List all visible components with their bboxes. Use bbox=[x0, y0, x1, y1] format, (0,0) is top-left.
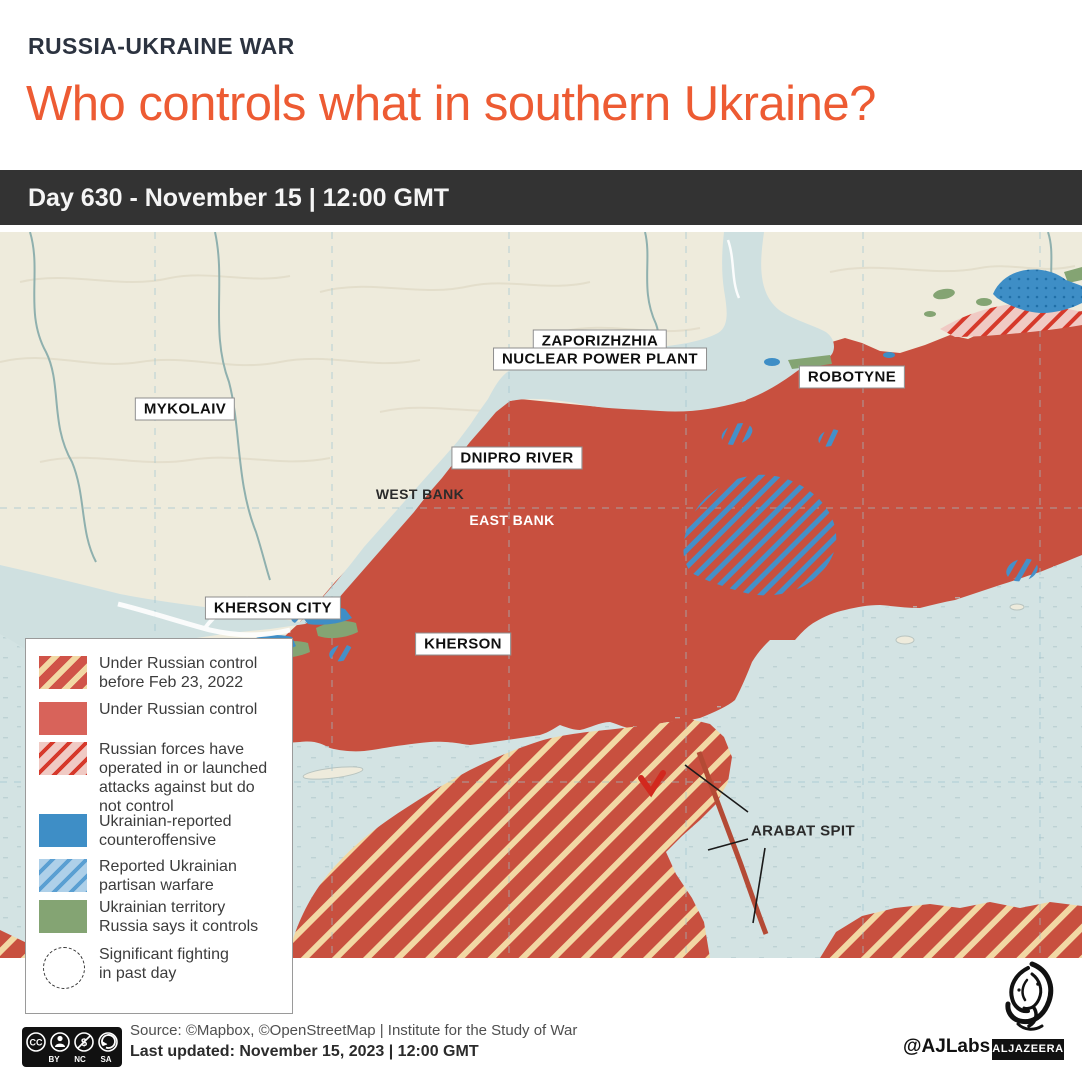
kicker: RUSSIA-UKRAINE WAR bbox=[28, 33, 295, 59]
swatch-dotted-circle bbox=[43, 947, 85, 989]
nc-icon: $ bbox=[77, 1035, 91, 1049]
dnipro-river-water bbox=[0, 232, 834, 673]
pre2022-russian-areas bbox=[0, 719, 1082, 958]
label-kherson-city: KHERSON CITY bbox=[204, 596, 342, 620]
cc-license-badge: CC $ BY NC SA bbox=[22, 1027, 122, 1067]
label-west-bank: WEST BANK bbox=[375, 486, 465, 502]
label-kherson: KHERSON bbox=[415, 632, 511, 656]
arabat-pointer-lines bbox=[684, 764, 766, 924]
svg-text:SA: SA bbox=[100, 1055, 111, 1064]
cc-icon: CC bbox=[30, 1038, 43, 1048]
date-bar-text: Day 630 - November 15 | 12:00 GMT bbox=[28, 184, 450, 212]
legend-label: Ukrainian-reported counteroffensive bbox=[99, 813, 232, 849]
legend-label: Significant fighting in past day bbox=[99, 946, 229, 982]
swatch-solid-green bbox=[39, 900, 87, 933]
label-nuclear-power-plant: NUCLEAR POWER PLANT bbox=[493, 347, 707, 371]
aljazeera-wordmark: ALJAZEERA bbox=[992, 1039, 1064, 1060]
partisan-warfare-areas bbox=[291, 423, 1038, 662]
swatch-hatch-pink bbox=[39, 742, 87, 775]
swatch-solid-red bbox=[39, 702, 87, 735]
label-robotyne: ROBOTYNE bbox=[798, 365, 906, 389]
label-dnipro-river: DNIPRO RIVER bbox=[451, 446, 583, 470]
swatch-hatch-red bbox=[39, 656, 87, 689]
swatch-hatch-blue bbox=[39, 859, 87, 892]
arabat-spit-land bbox=[696, 751, 769, 935]
legend: Under Russian control before Feb 23, 202… bbox=[25, 638, 293, 1014]
by-icon bbox=[55, 1035, 65, 1047]
legend-label: Under Russian control bbox=[99, 701, 258, 718]
svg-text:NC: NC bbox=[74, 1055, 86, 1064]
legend-label: Under Russian control before Feb 23, 202… bbox=[99, 655, 258, 691]
last-updated-line: Last updated: November 15, 2023 | 12:00 … bbox=[130, 1043, 479, 1060]
legend-label: Russian forces have operated in or launc… bbox=[99, 741, 268, 815]
page-title: Who controls what in southern Ukraine? bbox=[26, 77, 876, 131]
aljazeera-logo bbox=[1005, 961, 1054, 1031]
label-mykolaiv: MYKOLAIV bbox=[134, 397, 236, 421]
label-east-bank: EAST BANK bbox=[469, 512, 555, 528]
date-bar: Day 630 - November 15 | 12:00 GMT bbox=[0, 170, 1082, 225]
ajlabs-credit: @AJLabs bbox=[903, 1036, 991, 1057]
source-line: Source: ©Mapbox, ©OpenStreetMap | Instit… bbox=[130, 1022, 578, 1039]
sa-icon bbox=[101, 1034, 116, 1049]
svg-text:BY: BY bbox=[48, 1055, 60, 1064]
label-arabat-spit: ARABAT SPIT bbox=[750, 822, 856, 840]
swatch-solid-blue bbox=[39, 814, 87, 847]
fighting-marker bbox=[638, 770, 666, 798]
legend-label: Reported Ukrainian partisan warfare bbox=[99, 858, 237, 894]
legend-label: Ukrainian territory Russia says it contr… bbox=[99, 899, 259, 935]
